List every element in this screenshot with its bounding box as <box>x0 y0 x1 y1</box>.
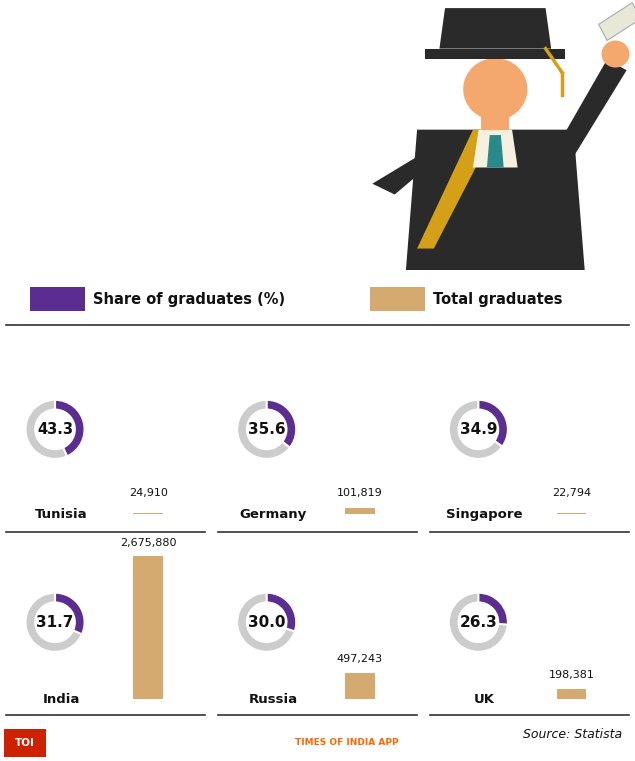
Wedge shape <box>237 593 297 652</box>
Polygon shape <box>417 129 495 249</box>
Text: TOI: TOI <box>15 737 35 748</box>
Bar <box>345 673 375 699</box>
Wedge shape <box>237 400 297 459</box>
Text: 101,819: 101,819 <box>337 489 383 498</box>
Wedge shape <box>478 400 508 447</box>
Text: India: India <box>43 693 80 705</box>
Circle shape <box>458 409 498 449</box>
Wedge shape <box>55 400 84 457</box>
Text: Share of graduates (%): Share of graduates (%) <box>93 291 285 307</box>
Text: Share of graduates
and total graduates
from STEM tertiary
education programs
in : Share of graduates and total graduates f… <box>29 60 240 199</box>
Text: 34.9: 34.9 <box>460 422 497 437</box>
Circle shape <box>601 40 629 68</box>
Wedge shape <box>449 400 508 459</box>
Wedge shape <box>25 400 84 459</box>
Text: UK: UK <box>474 693 495 705</box>
Text: Germany: Germany <box>239 508 307 521</box>
Circle shape <box>35 603 75 642</box>
Polygon shape <box>473 129 518 167</box>
Bar <box>557 513 586 514</box>
Wedge shape <box>25 593 84 652</box>
Text: FOR MORE  INFOGRAPHICS DOWNLOAD: FOR MORE INFOGRAPHICS DOWNLOAD <box>52 738 255 747</box>
Circle shape <box>35 409 75 449</box>
Text: Tunisia: Tunisia <box>35 508 88 521</box>
Bar <box>345 508 375 514</box>
Circle shape <box>458 603 498 642</box>
Text: Total graduates: Total graduates <box>433 291 563 307</box>
Wedge shape <box>55 593 84 635</box>
Text: Source: Statista: Source: Statista <box>523 728 622 741</box>
Text: TIMES OF INDIA APP: TIMES OF INDIA APP <box>295 738 399 747</box>
Bar <box>133 556 163 699</box>
Polygon shape <box>372 157 439 195</box>
Text: 198,381: 198,381 <box>549 670 594 680</box>
Polygon shape <box>487 135 504 167</box>
FancyBboxPatch shape <box>30 287 85 311</box>
Polygon shape <box>406 129 585 270</box>
FancyBboxPatch shape <box>4 728 46 757</box>
Text: 24,910: 24,910 <box>129 489 168 498</box>
Bar <box>481 113 509 129</box>
Wedge shape <box>449 593 508 652</box>
Circle shape <box>463 58 528 120</box>
Wedge shape <box>478 593 508 625</box>
Circle shape <box>247 409 286 449</box>
Circle shape <box>247 603 286 642</box>
Text: Singapore: Singapore <box>446 508 523 521</box>
Text: 43.3: 43.3 <box>37 422 73 437</box>
Bar <box>133 513 163 514</box>
Text: 497,243: 497,243 <box>337 654 383 664</box>
Text: Russia: Russia <box>248 693 298 705</box>
Bar <box>557 689 586 699</box>
Text: 31.7: 31.7 <box>36 615 74 630</box>
Polygon shape <box>551 59 627 157</box>
Text: 26.3: 26.3 <box>460 615 497 630</box>
FancyBboxPatch shape <box>370 287 425 311</box>
Text: 22,794: 22,794 <box>552 489 591 498</box>
Polygon shape <box>599 3 635 40</box>
Wedge shape <box>267 593 297 632</box>
Wedge shape <box>267 400 297 447</box>
Polygon shape <box>439 8 551 49</box>
Text: 2,675,880: 2,675,880 <box>120 538 177 548</box>
Text: ▶ Google play: ▶ Google play <box>530 738 584 747</box>
Polygon shape <box>425 49 565 59</box>
Text: 30.0: 30.0 <box>248 615 286 630</box>
Text: 35.6: 35.6 <box>248 422 286 437</box>
Text: 🍎 App Store: 🍎 App Store <box>445 738 490 747</box>
